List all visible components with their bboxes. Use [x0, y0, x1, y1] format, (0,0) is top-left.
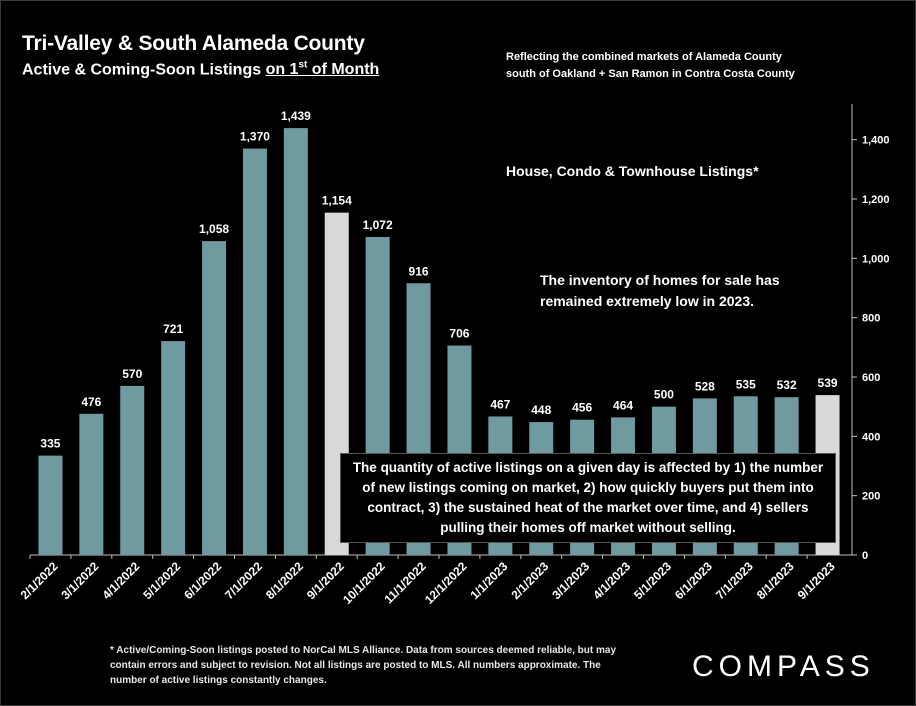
subtitle-superscript: st	[298, 60, 308, 71]
data-label: 532	[777, 378, 797, 392]
y-tick-label: 600	[862, 372, 880, 384]
chart-subtitle: Active & Coming-Soon Listings on 1st of …	[22, 60, 379, 79]
bar	[161, 341, 186, 555]
x-tick-label: 3/1/2022	[59, 559, 102, 602]
x-tick-label: 7/1/2023	[713, 559, 756, 602]
data-label: 528	[695, 379, 715, 393]
x-tick-label: 11/1/2022	[381, 559, 428, 606]
x-tick-label: 9/1/2023	[795, 559, 838, 602]
data-label: 1,058	[199, 222, 229, 236]
market-note: Reflecting the combined markets of Alame…	[506, 49, 795, 83]
bar	[283, 128, 308, 555]
data-label: 335	[40, 437, 60, 451]
x-tick-label: 8/1/2022	[263, 559, 306, 602]
data-label: 456	[572, 401, 592, 415]
data-label: 464	[613, 398, 633, 412]
data-label: 1,072	[363, 218, 393, 232]
y-tick-label: 1,400	[862, 135, 890, 147]
data-label: 916	[409, 264, 429, 278]
data-label: 467	[490, 397, 510, 411]
market-note-line1: Reflecting the combined markets of Alame…	[506, 51, 782, 63]
y-tick-label: 400	[862, 431, 880, 443]
data-label: 570	[122, 367, 142, 381]
x-tick-label: 2/1/2022	[18, 559, 61, 602]
data-label: 1,154	[322, 194, 352, 208]
bar	[202, 241, 227, 556]
x-tick-label: 7/1/2022	[222, 559, 265, 602]
market-note-line2: south of Oakland + San Ramon in Contra C…	[506, 68, 795, 80]
data-label: 706	[449, 327, 469, 341]
x-tick-label: 5/1/2022	[140, 559, 183, 602]
subtitle-underlined: on 1st of Month	[265, 60, 380, 79]
x-tick-label: 4/1/2022	[99, 559, 142, 602]
footnote: * Active/Coming-Soon listings posted to …	[110, 645, 617, 686]
x-tick-label: 6/1/2023	[672, 559, 715, 602]
x-tick-label: 12/1/2022	[422, 559, 470, 607]
x-tick-label: 3/1/2023	[549, 559, 592, 602]
y-tick-label: 0	[862, 550, 868, 562]
bar	[38, 455, 63, 555]
x-tick-label: 5/1/2023	[631, 559, 674, 602]
data-label: 535	[736, 377, 756, 391]
data-label: 476	[81, 395, 101, 409]
x-tick-label: 2/1/2023	[508, 559, 551, 602]
subtitle-prefix: Active & Coming-Soon Listings	[22, 61, 266, 79]
data-label: 500	[654, 388, 674, 402]
y-tick-label: 1,000	[862, 253, 890, 265]
listing-types-annotation: House, Condo & Townhouse Listings*	[506, 163, 759, 179]
y-tick-label: 800	[862, 313, 880, 325]
data-label: 1,370	[240, 130, 270, 144]
compass-logo: COMPASS	[692, 650, 875, 683]
chart-title: Tri-Valley & South Alameda County	[22, 32, 365, 55]
data-label: 721	[163, 322, 183, 336]
explanation-callout: The quantity of active listings on a giv…	[340, 453, 836, 543]
data-label: 448	[531, 403, 551, 417]
x-tick-label: 1/1/2023	[468, 559, 511, 602]
data-label: 539	[818, 376, 838, 390]
y-tick-label: 1,200	[862, 194, 890, 206]
subtitle-of-month: of Month	[307, 61, 380, 79]
x-tick-label: 10/1/2022	[340, 559, 388, 607]
inventory-annotation: The inventory of homes for sale has rema…	[540, 272, 780, 309]
bar	[79, 413, 104, 555]
bar	[242, 148, 267, 556]
x-tick-label: 8/1/2023	[754, 559, 797, 602]
y-tick-label: 200	[862, 491, 880, 503]
data-label: 1,439	[281, 109, 311, 123]
subtitle-on: on 1	[265, 61, 299, 79]
x-tick-label: 6/1/2022	[181, 559, 224, 602]
bar	[120, 385, 145, 555]
x-tick-label: 4/1/2023	[590, 559, 633, 602]
